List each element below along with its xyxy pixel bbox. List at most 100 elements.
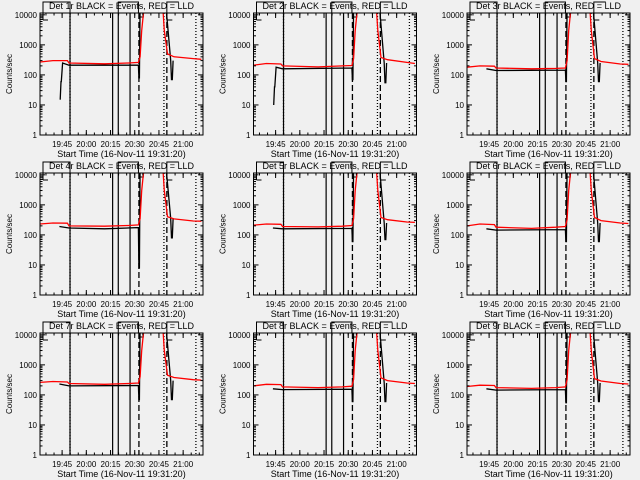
x-tick-label: 21:00 <box>600 460 621 469</box>
y-tick-label: 100 <box>237 231 251 240</box>
x-tick-label: 20:45 <box>149 300 170 309</box>
y-tick-label: 10 <box>242 421 251 430</box>
interval-marker <box>42 161 71 181</box>
x-axis-label: Start Time (16-Nov-11 19:31:20) <box>271 469 399 479</box>
x-tick-label: 19:45 <box>479 300 500 309</box>
y-tick-label: 10 <box>455 421 464 430</box>
y-tick-label: 100 <box>451 391 465 400</box>
x-tick-label: 20:30 <box>125 460 146 469</box>
x-tick-label: 20:15 <box>528 300 549 309</box>
y-tick-label: 1 <box>246 451 251 460</box>
x-tick-label: 20:45 <box>576 300 597 309</box>
y-tick-label: 10000 <box>15 11 38 20</box>
x-tick-label: 20:30 <box>552 300 573 309</box>
y-tick-label: 10000 <box>15 331 38 340</box>
detector-panel: Det 9r BLACK = Events, RED = LLD Counts/s… <box>432 321 631 479</box>
x-tick-label: 20:30 <box>338 460 359 469</box>
events-series-line <box>59 173 174 269</box>
x-tick-label: 20:45 <box>576 140 597 149</box>
events-series-line <box>486 333 601 404</box>
y-axis-label: Counts/sec <box>432 214 441 254</box>
x-tick-label: 19:45 <box>479 460 500 469</box>
interval-marker <box>256 161 285 181</box>
x-tick-label: 20:00 <box>76 300 97 309</box>
events-series-line <box>272 333 388 403</box>
x-axis-label: Start Time (16-Nov-11 19:31:20) <box>57 149 185 159</box>
lld-series-line <box>40 173 202 227</box>
lld-series-line <box>253 13 415 68</box>
y-tick-label: 10 <box>242 261 251 270</box>
detector-panel: Det 7r BLACK = Events, RED = LLD Counts/s… <box>5 321 204 479</box>
y-tick-label: 1000 <box>19 201 37 210</box>
x-tick-label: 20:30 <box>552 140 573 149</box>
x-axis-label: Start Time (16-Nov-11 19:31:20) <box>484 469 612 479</box>
y-tick-label: 100 <box>24 71 38 80</box>
x-tick-label: 19:45 <box>266 460 287 469</box>
y-tick-label: 10 <box>455 101 464 110</box>
y-tick-label: 10000 <box>15 171 38 180</box>
plot-frame <box>253 172 417 296</box>
lld-series-line <box>467 173 629 230</box>
events-series-line <box>59 13 174 100</box>
y-axis-label: Counts/sec <box>432 54 441 94</box>
y-axis-label: Counts/sec <box>5 214 14 254</box>
y-tick-label: 1000 <box>19 361 37 370</box>
plot-frame <box>466 12 631 136</box>
plot-frame <box>39 332 204 456</box>
y-tick-label: 100 <box>237 391 251 400</box>
interval-marker <box>256 321 285 341</box>
panel-title: Det 8r BLACK = Events, RED = LLD <box>262 321 408 331</box>
x-tick-label: 20:00 <box>76 140 97 149</box>
x-tick-label: 21:00 <box>387 140 408 149</box>
y-tick-label: 1 <box>460 291 465 300</box>
x-tick-label: 20:00 <box>503 300 524 309</box>
x-tick-label: 19:45 <box>266 300 287 309</box>
x-tick-label: 20:45 <box>576 460 597 469</box>
x-axis-label: Start Time (16-Nov-11 19:31:20) <box>484 309 612 319</box>
y-tick-label: 1 <box>33 131 38 140</box>
y-tick-label: 1000 <box>446 361 464 370</box>
x-tick-label: 20:30 <box>125 300 146 309</box>
events-series-line <box>59 333 174 401</box>
detector-panel: Det 3r BLACK = Events, RED = LLD Counts/s… <box>432 1 631 159</box>
y-tick-label: 10 <box>28 421 37 430</box>
panel-title: Det 2r BLACK = Events, RED = LLD <box>262 1 408 11</box>
y-tick-label: 100 <box>237 71 251 80</box>
lld-series-line <box>40 333 202 385</box>
panel-title: Det 5r BLACK = Events, RED = LLD <box>262 161 408 171</box>
x-tick-label: 20:00 <box>503 460 524 469</box>
lld-series-line <box>253 333 415 389</box>
y-tick-label: 1 <box>33 451 38 460</box>
x-axis-label: Start Time (16-Nov-11 19:31:20) <box>271 149 399 159</box>
interval-marker <box>42 321 71 341</box>
x-tick-label: 20:45 <box>149 460 170 469</box>
x-tick-label: 20:15 <box>528 140 549 149</box>
y-tick-label: 10 <box>455 261 464 270</box>
y-tick-label: 10000 <box>442 11 465 20</box>
x-tick-label: 20:45 <box>149 140 170 149</box>
y-tick-label: 10000 <box>228 331 251 340</box>
detector-panel: Det 8r BLACK = Events, RED = LLD Counts/s… <box>219 321 417 479</box>
plot-frame <box>39 172 204 296</box>
panel-title: Det 9r BLACK = Events, RED = LLD <box>476 321 622 331</box>
y-axis-label: Counts/sec <box>5 374 14 414</box>
events-series-line <box>486 13 601 83</box>
x-tick-label: 20:30 <box>125 140 146 149</box>
x-tick-label: 20:00 <box>290 140 311 149</box>
y-tick-label: 1000 <box>446 201 464 210</box>
x-tick-label: 19:45 <box>52 140 73 149</box>
interval-marker <box>42 1 71 21</box>
x-tick-label: 20:00 <box>290 460 311 469</box>
x-tick-label: 20:45 <box>362 460 383 469</box>
x-tick-label: 19:45 <box>266 140 287 149</box>
y-axis-label: Counts/sec <box>219 374 228 414</box>
y-tick-label: 1 <box>33 291 38 300</box>
y-tick-label: 10000 <box>442 171 465 180</box>
y-tick-label: 10 <box>28 261 37 270</box>
x-axis-label: Start Time (16-Nov-11 19:31:20) <box>271 309 399 319</box>
plot-frame <box>466 172 631 296</box>
x-tick-label: 20:30 <box>338 140 359 149</box>
x-tick-label: 20:15 <box>314 460 335 469</box>
